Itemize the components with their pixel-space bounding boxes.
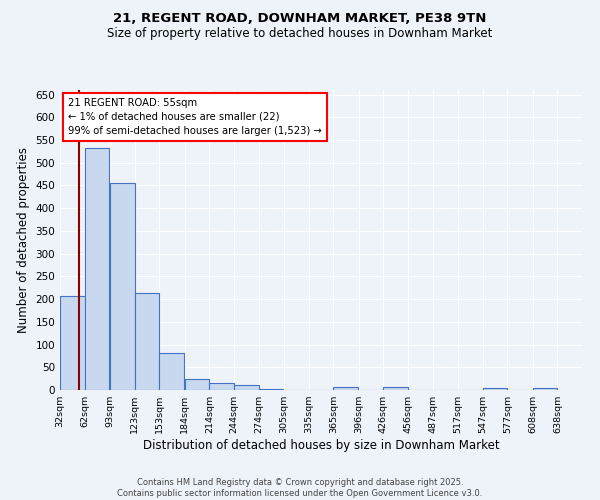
Bar	[134, 293, 160, 390]
X-axis label: Distribution of detached houses by size in Downham Market: Distribution of detached houses by size …	[143, 439, 499, 452]
Bar	[185, 378, 209, 390]
Bar	[259, 388, 283, 390]
Text: 21, REGENT ROAD, DOWNHAM MARKET, PE38 9TN: 21, REGENT ROAD, DOWNHAM MARKET, PE38 9T…	[113, 12, 487, 26]
Bar	[60, 296, 85, 390]
Bar	[160, 352, 184, 390]
Bar	[85, 148, 109, 390]
Bar	[234, 384, 259, 390]
Bar	[110, 183, 134, 390]
Text: 21 REGENT ROAD: 55sqm
← 1% of detached houses are smaller (22)
99% of semi-detac: 21 REGENT ROAD: 55sqm ← 1% of detached h…	[68, 98, 322, 136]
Bar	[334, 388, 358, 390]
Bar	[383, 388, 408, 390]
Bar	[209, 383, 234, 390]
Bar	[533, 388, 557, 390]
Text: Size of property relative to detached houses in Downham Market: Size of property relative to detached ho…	[107, 28, 493, 40]
Y-axis label: Number of detached properties: Number of detached properties	[17, 147, 30, 333]
Text: Contains HM Land Registry data © Crown copyright and database right 2025.
Contai: Contains HM Land Registry data © Crown c…	[118, 478, 482, 498]
Bar	[482, 388, 508, 390]
